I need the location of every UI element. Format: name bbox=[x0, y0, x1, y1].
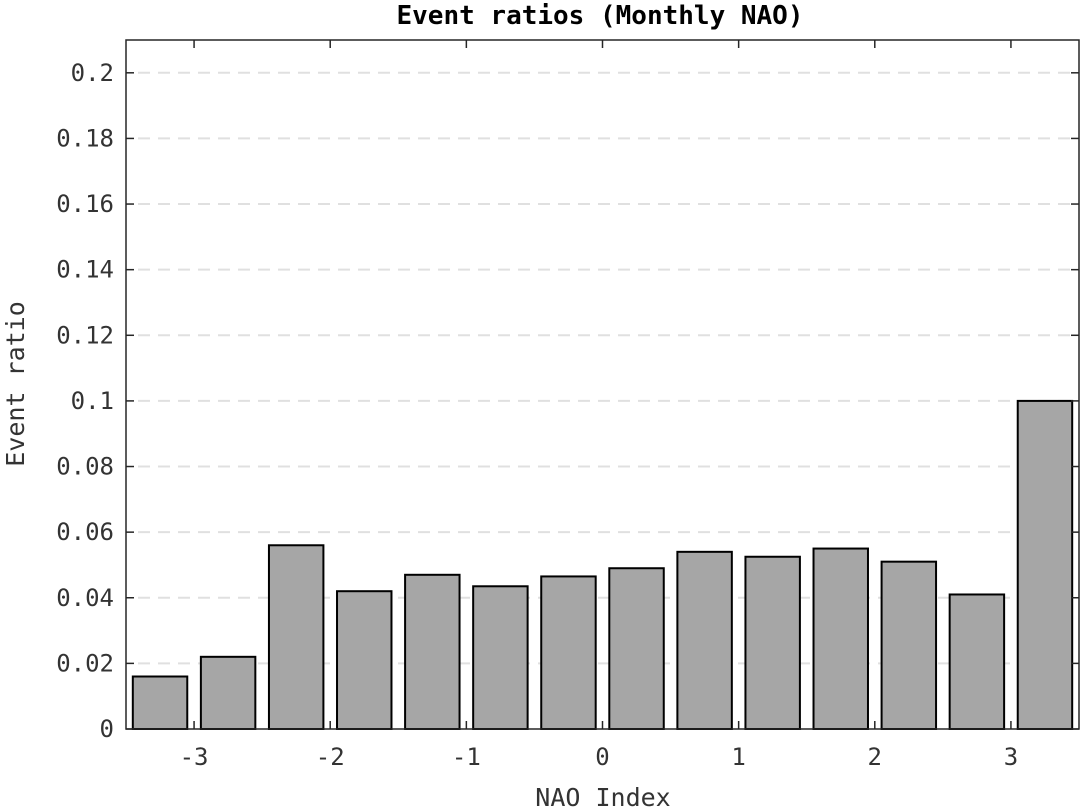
y-tick-label: 0.08 bbox=[56, 453, 114, 481]
y-tick-label: 0.2 bbox=[71, 59, 114, 87]
bar bbox=[199, 655, 257, 730]
x-tick-label: 1 bbox=[731, 743, 745, 771]
chart-title: Event ratios (Monthly NAO) bbox=[397, 1, 804, 31]
x-tick-label: -3 bbox=[180, 743, 209, 771]
bar bbox=[948, 593, 1006, 730]
y-tick-label: 0.04 bbox=[56, 584, 114, 612]
bar bbox=[676, 550, 733, 730]
x-tick-label: -2 bbox=[316, 743, 345, 771]
y-tick-label: 0.16 bbox=[56, 190, 114, 218]
bar bbox=[336, 590, 393, 731]
x-tick-label: 2 bbox=[868, 743, 882, 771]
y-tick-label: 0.02 bbox=[56, 649, 114, 677]
bar bbox=[472, 585, 529, 730]
bar bbox=[1016, 399, 1074, 730]
y-tick-label: 0.14 bbox=[56, 256, 114, 284]
bar bbox=[540, 575, 597, 731]
y-axis-title: Event ratio bbox=[1, 301, 30, 467]
y-tick-label: 0.1 bbox=[71, 387, 114, 415]
bar bbox=[744, 555, 801, 730]
bar bbox=[880, 560, 938, 731]
bar bbox=[608, 567, 665, 730]
y-tick-label: 0.12 bbox=[56, 321, 114, 349]
bar bbox=[131, 675, 189, 730]
x-tick-label: 3 bbox=[1004, 743, 1018, 771]
y-tick-label: 0.06 bbox=[56, 518, 114, 546]
y-tick-label: 0 bbox=[100, 715, 114, 743]
y-axis: 0 0.02 0.04 0.06 0.08 0.1 0.12 0.14 0.16 0.18 0.2 bbox=[56, 59, 1079, 743]
y-tick-label: 0.18 bbox=[56, 124, 114, 152]
x-tick-label: 0 bbox=[595, 743, 609, 771]
x-axis-title: NAO Index bbox=[535, 783, 670, 809]
bar bbox=[267, 544, 325, 730]
x-tick-label: -1 bbox=[452, 743, 481, 771]
bar bbox=[404, 573, 461, 730]
x-axis: -3 -2 -1 0 1 2 3 bbox=[180, 40, 1018, 771]
bar bbox=[812, 547, 869, 730]
bars bbox=[131, 399, 1074, 731]
